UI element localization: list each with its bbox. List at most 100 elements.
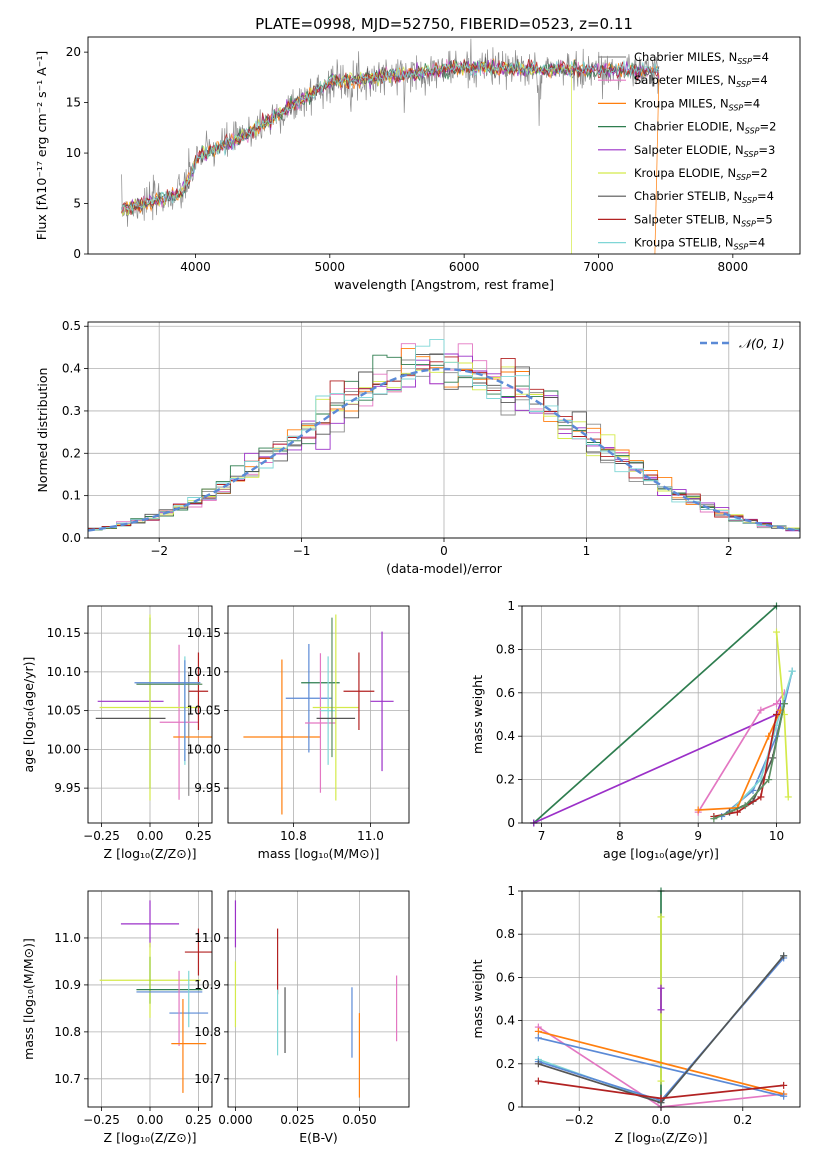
panel-mass_vs_Z: −0.25 0.00 0.25 10.7 10.8 10.9 11.0 Z [log₁₀(Z/… xyxy=(21,890,213,1145)
legend-entry-text: Salpeter STELIB, N xyxy=(634,212,741,226)
x-axis-label: (data-model)/error xyxy=(386,561,503,576)
y-tick-label: 10.15 xyxy=(47,626,81,640)
normal-curve-line xyxy=(87,367,801,532)
legend-entry: Salpeter STELIB, NSSP=5 xyxy=(634,212,773,228)
x-tick-label: 9 xyxy=(694,829,702,843)
legend-entry: Kroupa ELODIE, NSSP=2 xyxy=(634,166,768,182)
x-tick-label: 0.2 xyxy=(733,1113,752,1127)
data-weight_vs_Z xyxy=(534,887,788,1111)
x-axis-label: Z [log₁₀(Z/Z⊙)] xyxy=(615,1130,708,1145)
y-tick-label: 0.6 xyxy=(496,970,515,984)
y-tick-label: 0.3 xyxy=(62,404,81,418)
legend-entry: Salpeter ELODIE, NSSP=3 xyxy=(634,143,775,159)
x-axis-label: Z [log₁₀(Z/Z⊙)] xyxy=(104,1130,197,1145)
x-axis-label: age [log₁₀(age/yr)] xyxy=(603,846,719,861)
legend-entry-count: =4 xyxy=(743,96,760,110)
axes-frame xyxy=(227,605,410,824)
x-tick-label: 8000 xyxy=(718,260,749,274)
data-mass_vs_ebv xyxy=(234,900,398,1098)
x-tick-label: 0.025 xyxy=(280,1113,314,1127)
y-tick-label: 0.0 xyxy=(62,531,81,545)
y-tick-label: 0.1 xyxy=(62,489,81,503)
x-tick-label: 7000 xyxy=(583,260,614,274)
y-tick-label: 10.7 xyxy=(54,1072,81,1086)
y-axis-label: mass weight xyxy=(470,675,485,754)
x-axis-label: wavelength [Angstrom, rest frame] xyxy=(334,277,554,292)
x-tick-label: 0 xyxy=(440,544,448,558)
x-tick-label: 0.050 xyxy=(342,1113,376,1127)
axes-frame xyxy=(87,36,801,255)
x-tick-label: 0.00 xyxy=(137,1113,164,1127)
y-axis-label: mass weight xyxy=(470,959,485,1038)
figure-title: PLATE=0998, MJD=52750, FIBERID=0523, z=0… xyxy=(255,15,633,33)
panel-age_vs_mass: 10.8 11.0 9.95 10.00 10.05 10.10 10.15 mass [lo… xyxy=(187,605,410,861)
y-tick-label: 10.7 xyxy=(194,1072,221,1086)
model-line-kroupa_stelib xyxy=(121,60,660,212)
legend-entry-text: Chabrier ELODIE, N xyxy=(634,120,745,134)
data-residuals xyxy=(87,338,801,532)
legend-entry-text: Salpeter ELODIE, N xyxy=(634,143,744,157)
legend-entry-count: =2 xyxy=(760,120,777,134)
y-tick-label: 10.10 xyxy=(47,665,81,679)
data-spectrum xyxy=(121,38,660,255)
legend-entry-count: =4 xyxy=(757,189,774,203)
axes-frame xyxy=(227,890,410,1108)
x-tick-label: 8 xyxy=(616,829,624,843)
x-tick-label: −2 xyxy=(150,544,168,558)
data-age_vs_Z xyxy=(95,614,212,801)
y-tick-label: 20 xyxy=(66,45,81,59)
legend-entry-subscript: SSP xyxy=(734,243,749,252)
legend-entry: Chabrier ELODIE, NSSP=2 xyxy=(634,120,776,136)
y-axis-label: age [log₁₀(age/yr)] xyxy=(21,657,36,773)
legend-entry: Salpeter MILES, NSSP=4 xyxy=(634,73,768,89)
y-tick-label: 0.4 xyxy=(62,362,81,376)
legend-entry-subscript: SSP xyxy=(742,196,757,205)
x-tick-label: 10.8 xyxy=(280,829,307,843)
legend-entry-count: =4 xyxy=(748,236,765,250)
x-tick-label: −0.2 xyxy=(565,1113,594,1127)
y-tick-label: 9.95 xyxy=(194,781,221,795)
legend-entry-subscript: SSP xyxy=(741,219,756,228)
x-tick-label: 0.000 xyxy=(218,1113,252,1127)
x-axis-label: Z [log₁₀(Z/Z⊙)] xyxy=(104,846,197,861)
y-tick-label: 0.8 xyxy=(496,642,515,656)
panel-residuals: −2 −1 0 1 2 0.0 0.1 0.2 0.3 0.4 0.5 (data-model)/er… xyxy=(35,319,801,576)
y-tick-label: 10.15 xyxy=(187,626,221,640)
panel-spectrum: 4000 5000 6000 7000 8000 0 5 10 15 20 wavelength [… xyxy=(34,36,801,292)
weight-line-extra_blue xyxy=(538,1037,784,1098)
x-tick-label: −0.25 xyxy=(83,829,120,843)
y-tick-label: 10.05 xyxy=(187,704,221,718)
weight-line-salpeter_stelib xyxy=(713,714,778,818)
x-tick-label: 5000 xyxy=(315,260,346,274)
x-tick-label: 7 xyxy=(538,829,546,843)
y-axis-label: Flux [fλ10⁻¹⁷ erg cm⁻² s⁻¹ A⁻¹] xyxy=(34,51,49,240)
y-tick-label: 9.95 xyxy=(54,781,81,795)
legend-entry-text: Chabrier MILES, N xyxy=(634,50,737,64)
x-tick-label: 2 xyxy=(725,544,733,558)
legend-entry: Kroupa STELIB, NSSP=4 xyxy=(634,236,765,252)
y-tick-label: 0 xyxy=(507,816,515,830)
panel-age_vs_Z: −0.25 0.00 0.25 9.95 10.00 10.05 10.10 10.15 Z [… xyxy=(21,605,213,861)
panel-weight_vs_Z: −0.2 0.0 0.2 0 0.2 0.4 0.6 0.8 1 Z [log₁₀(Z/Z⊙)] m… xyxy=(470,884,801,1145)
legend-entry-subscript: SSP xyxy=(736,173,751,182)
y-tick-label: 10.00 xyxy=(47,742,81,756)
legend-entry-subscript: SSP xyxy=(736,80,751,89)
legend-entry-text: Kroupa STELIB, N xyxy=(634,236,734,250)
data-mass_vs_Z xyxy=(99,900,212,1093)
y-tick-label: 11.0 xyxy=(194,931,221,945)
x-tick-label: −1 xyxy=(293,544,311,558)
y-tick-label: 10.00 xyxy=(187,742,221,756)
y-tick-label: 10.9 xyxy=(54,978,81,992)
y-tick-label: 0.4 xyxy=(496,729,515,743)
y-tick-label: 15 xyxy=(66,96,81,110)
y-tick-label: 0.8 xyxy=(496,927,515,941)
legend-entry: Chabrier MILES, NSSP=4 xyxy=(634,50,769,66)
y-tick-label: 0.2 xyxy=(496,773,515,787)
model-line-chabrier_elodie xyxy=(121,59,660,215)
weight-line-chabrier_elodie xyxy=(533,605,778,824)
legend-entry-normal: 𝒩(0, 1) xyxy=(739,336,785,351)
y-tick-label: 0.6 xyxy=(496,686,515,700)
